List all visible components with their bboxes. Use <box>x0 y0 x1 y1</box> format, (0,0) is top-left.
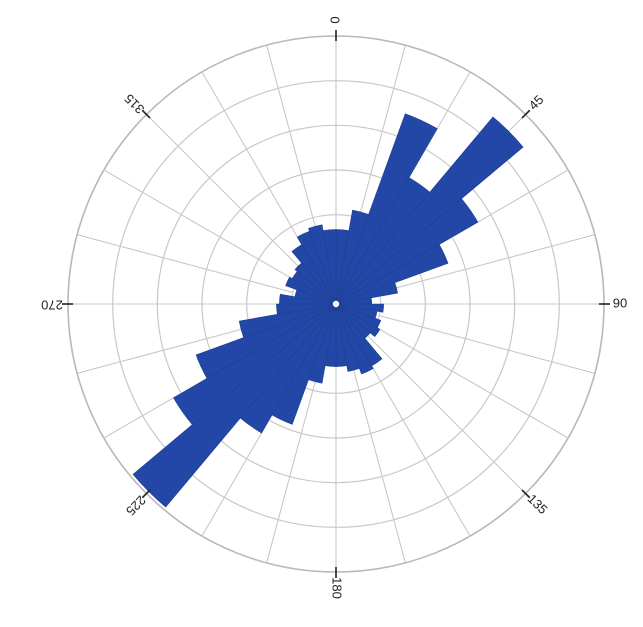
grid-spoke <box>103 169 298 283</box>
grid-spoke <box>357 342 471 537</box>
rose-petal-20 <box>335 113 438 305</box>
grid-spoke <box>146 114 305 273</box>
direction-label-90: 90 <box>613 295 627 310</box>
rose-petal-220 <box>132 303 337 508</box>
rose-petal-150 <box>335 303 374 375</box>
direction-tick-225 <box>141 489 151 499</box>
grid-spoke <box>367 335 526 494</box>
rose-petals <box>132 113 524 508</box>
direction-label-45: 45 <box>526 92 547 113</box>
direction-label-315: 315 <box>121 91 147 117</box>
grid-spoke <box>374 325 569 439</box>
center-point <box>332 300 340 308</box>
rose-petal-160 <box>335 303 360 372</box>
direction-tick-135 <box>521 489 531 499</box>
grid-spoke <box>378 315 596 374</box>
direction-label-135: 135 <box>525 491 551 517</box>
direction-label-225: 225 <box>123 493 149 519</box>
grid-spoke <box>378 234 596 293</box>
direction-label-270: 270 <box>41 298 63 313</box>
grid-spoke <box>266 346 325 564</box>
rose-petal-230 <box>173 303 337 426</box>
rose-petal-120 <box>335 303 381 337</box>
rose-petal-290 <box>285 276 337 305</box>
rose-petal-340 <box>308 224 337 305</box>
grid-spoke <box>347 346 406 564</box>
direction-label-180: 180 <box>330 577 345 599</box>
rose-petal-260 <box>276 303 337 315</box>
grid-spoke <box>201 71 315 266</box>
direction-tick-315 <box>141 109 151 119</box>
rose-petal-50 <box>335 198 479 305</box>
direction-label-0: 0 <box>327 16 342 23</box>
rose-petal-350 <box>322 229 337 305</box>
rose-petal-70 <box>335 282 398 305</box>
rose-petal-240 <box>195 303 337 379</box>
grid-spoke <box>76 234 294 293</box>
rose-petal-60 <box>335 244 449 305</box>
rose-petal-40 <box>335 116 524 305</box>
direction-tick-45 <box>521 109 531 119</box>
rose-petal-250 <box>238 303 337 338</box>
grid-spoke <box>266 44 325 262</box>
